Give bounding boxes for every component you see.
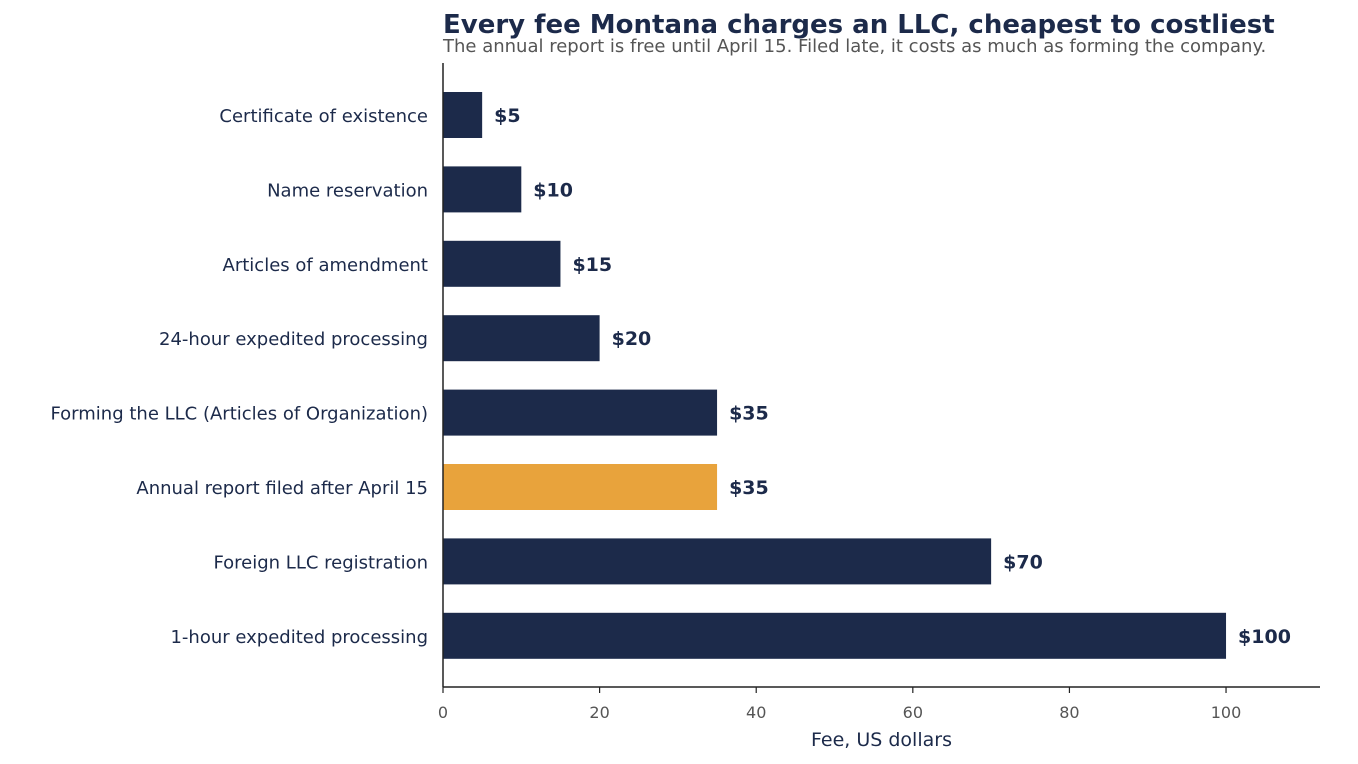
value-label: $15 <box>572 254 612 276</box>
x-tick-label: 0 <box>438 703 448 722</box>
value-label: $35 <box>729 403 769 425</box>
chart-title: Every fee Montana charges an LLC, cheape… <box>443 10 1275 40</box>
x-axis-label: Fee, US dollars <box>811 729 952 751</box>
x-tick-label: 40 <box>746 703 766 722</box>
value-label: $100 <box>1238 626 1291 648</box>
category-label: Articles of amendment <box>223 255 428 276</box>
value-label: $35 <box>729 477 769 499</box>
value-label: $10 <box>533 179 573 201</box>
category-label: Annual report filed after April 15 <box>136 478 428 499</box>
x-tick-label: 80 <box>1059 703 1079 722</box>
x-tick-label: 20 <box>589 703 609 722</box>
value-label: $5 <box>494 105 520 127</box>
bar <box>443 166 522 213</box>
value-label: $70 <box>1003 551 1043 573</box>
x-tick-label: 60 <box>903 703 923 722</box>
bar <box>443 315 600 362</box>
category-label: Name reservation <box>267 180 428 201</box>
category-label: 24-hour expedited processing <box>159 329 428 350</box>
bar <box>443 612 1227 659</box>
value-label: $20 <box>612 328 652 350</box>
bar <box>443 538 992 585</box>
category-label: Certificate of existence <box>219 106 428 127</box>
x-tick-label: 100 <box>1211 703 1242 722</box>
category-label: Foreign LLC registration <box>213 552 428 573</box>
bar <box>443 389 718 436</box>
bar <box>443 92 483 138</box>
chart-subtitle: The annual report is free until April 15… <box>443 36 1267 57</box>
category-label: Forming the LLC (Articles of Organizatio… <box>50 404 428 425</box>
bar <box>443 464 718 510</box>
bar <box>443 240 561 287</box>
category-label: 1-hour expedited processing <box>170 627 428 648</box>
